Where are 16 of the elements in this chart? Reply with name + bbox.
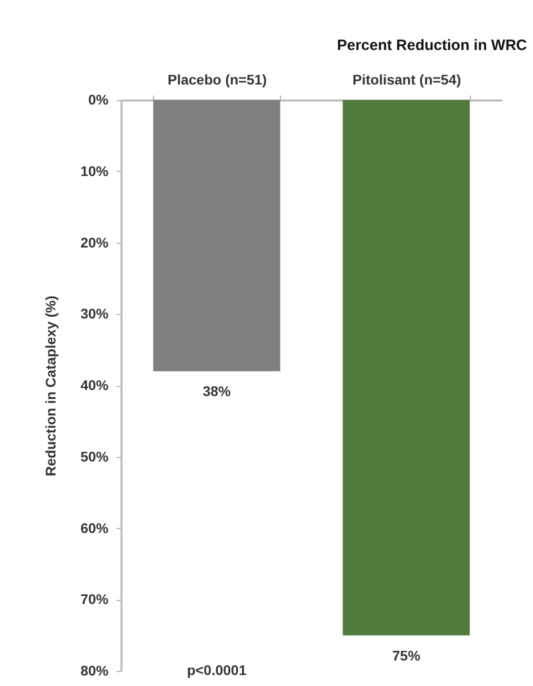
- y-axis-title: Reduction in Cataplexy (%): [42, 296, 58, 476]
- chart-title: Percent Reduction in WRC: [336, 37, 528, 54]
- data-label: 38%: [202, 383, 232, 400]
- x-tick-label: Placebo (n=51): [168, 72, 267, 88]
- y-tick-label: 70%: [80, 591, 110, 608]
- annotation: p<0.0001: [186, 662, 247, 678]
- y-tick-label: 30%: [80, 306, 110, 322]
- y-tick-label: 50%: [80, 448, 110, 464]
- y-tick-label: 10%: [80, 162, 110, 179]
- x-tick-label: Pitolisant (n=54): [352, 72, 462, 88]
- y-tick-label: 0%: [88, 92, 110, 108]
- y-tick-label: 60%: [80, 520, 110, 536]
- y-tick-label: 20%: [80, 234, 110, 250]
- y-tick-label: 40%: [80, 377, 110, 393]
- y-tick-label: 80%: [80, 662, 110, 678]
- data-label: 75%: [392, 647, 421, 664]
